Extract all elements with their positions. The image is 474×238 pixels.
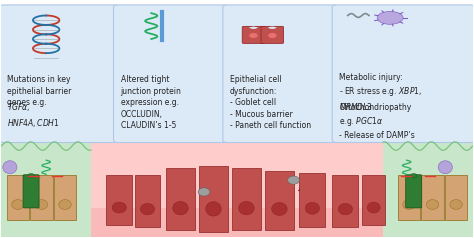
FancyBboxPatch shape bbox=[0, 5, 119, 143]
FancyBboxPatch shape bbox=[23, 175, 39, 208]
Ellipse shape bbox=[268, 33, 277, 38]
FancyBboxPatch shape bbox=[445, 175, 467, 220]
FancyBboxPatch shape bbox=[30, 175, 53, 220]
Ellipse shape bbox=[438, 161, 452, 174]
Ellipse shape bbox=[59, 200, 71, 209]
Ellipse shape bbox=[450, 200, 462, 209]
FancyBboxPatch shape bbox=[261, 26, 283, 44]
Ellipse shape bbox=[272, 203, 287, 215]
FancyBboxPatch shape bbox=[332, 5, 474, 143]
FancyBboxPatch shape bbox=[114, 5, 229, 143]
Ellipse shape bbox=[403, 200, 415, 209]
FancyBboxPatch shape bbox=[199, 166, 228, 232]
FancyBboxPatch shape bbox=[232, 169, 261, 230]
Ellipse shape bbox=[3, 161, 17, 174]
FancyBboxPatch shape bbox=[265, 171, 293, 230]
FancyBboxPatch shape bbox=[398, 175, 420, 220]
FancyBboxPatch shape bbox=[91, 139, 383, 237]
Ellipse shape bbox=[140, 203, 155, 215]
FancyBboxPatch shape bbox=[91, 208, 383, 237]
Ellipse shape bbox=[173, 201, 188, 215]
Ellipse shape bbox=[198, 188, 210, 196]
Ellipse shape bbox=[28, 174, 35, 177]
Ellipse shape bbox=[206, 202, 221, 216]
Text: Altered tight
junction protein
expression e.g.
OCCLUDIN,
CLAUDIN’s 1-5: Altered tight junction protein expressio… bbox=[120, 75, 182, 130]
FancyBboxPatch shape bbox=[1, 139, 473, 237]
Ellipse shape bbox=[410, 174, 417, 177]
Ellipse shape bbox=[249, 33, 258, 38]
Wedge shape bbox=[249, 27, 258, 29]
Text: $\it{TGF\alpha}$,
$\it{HNF4A, CDH1}$: $\it{TGF\alpha}$, $\it{HNF4A, CDH1}$ bbox=[7, 101, 60, 129]
Ellipse shape bbox=[112, 202, 127, 213]
Ellipse shape bbox=[238, 201, 254, 215]
Ellipse shape bbox=[426, 200, 439, 209]
FancyBboxPatch shape bbox=[362, 175, 385, 225]
FancyBboxPatch shape bbox=[223, 5, 338, 143]
FancyBboxPatch shape bbox=[242, 26, 265, 44]
FancyBboxPatch shape bbox=[7, 175, 29, 220]
Ellipse shape bbox=[305, 202, 319, 214]
FancyBboxPatch shape bbox=[54, 175, 76, 220]
FancyBboxPatch shape bbox=[166, 169, 195, 230]
Ellipse shape bbox=[12, 200, 24, 209]
FancyBboxPatch shape bbox=[406, 175, 422, 208]
Ellipse shape bbox=[367, 202, 380, 213]
FancyBboxPatch shape bbox=[300, 173, 325, 227]
Wedge shape bbox=[268, 27, 277, 29]
Ellipse shape bbox=[288, 176, 300, 184]
Ellipse shape bbox=[377, 11, 403, 24]
FancyBboxPatch shape bbox=[106, 175, 132, 225]
Text: Metabolic injury:
- ER stress e.g. $\it{XBP1}$,
$\it{ORMDL3}$: Metabolic injury: - ER stress e.g. $\it{… bbox=[339, 73, 422, 112]
FancyBboxPatch shape bbox=[332, 175, 358, 227]
Ellipse shape bbox=[35, 200, 48, 209]
Text: Mitochondriopathy
e.g. $\it{PGC1\alpha}$
- Release of DAMP’s: Mitochondriopathy e.g. $\it{PGC1\alpha}$… bbox=[339, 103, 415, 140]
Ellipse shape bbox=[338, 203, 353, 215]
FancyBboxPatch shape bbox=[421, 175, 444, 220]
Text: Epithelial cell
dysfunction:
- Goblet cell
- Mucous barrier
- Paneth cell functi: Epithelial cell dysfunction: - Goblet ce… bbox=[230, 75, 311, 130]
FancyBboxPatch shape bbox=[135, 175, 160, 227]
Text: Mutations in key
epithelial barrier
genes e.g.: Mutations in key epithelial barrier gene… bbox=[7, 75, 72, 107]
